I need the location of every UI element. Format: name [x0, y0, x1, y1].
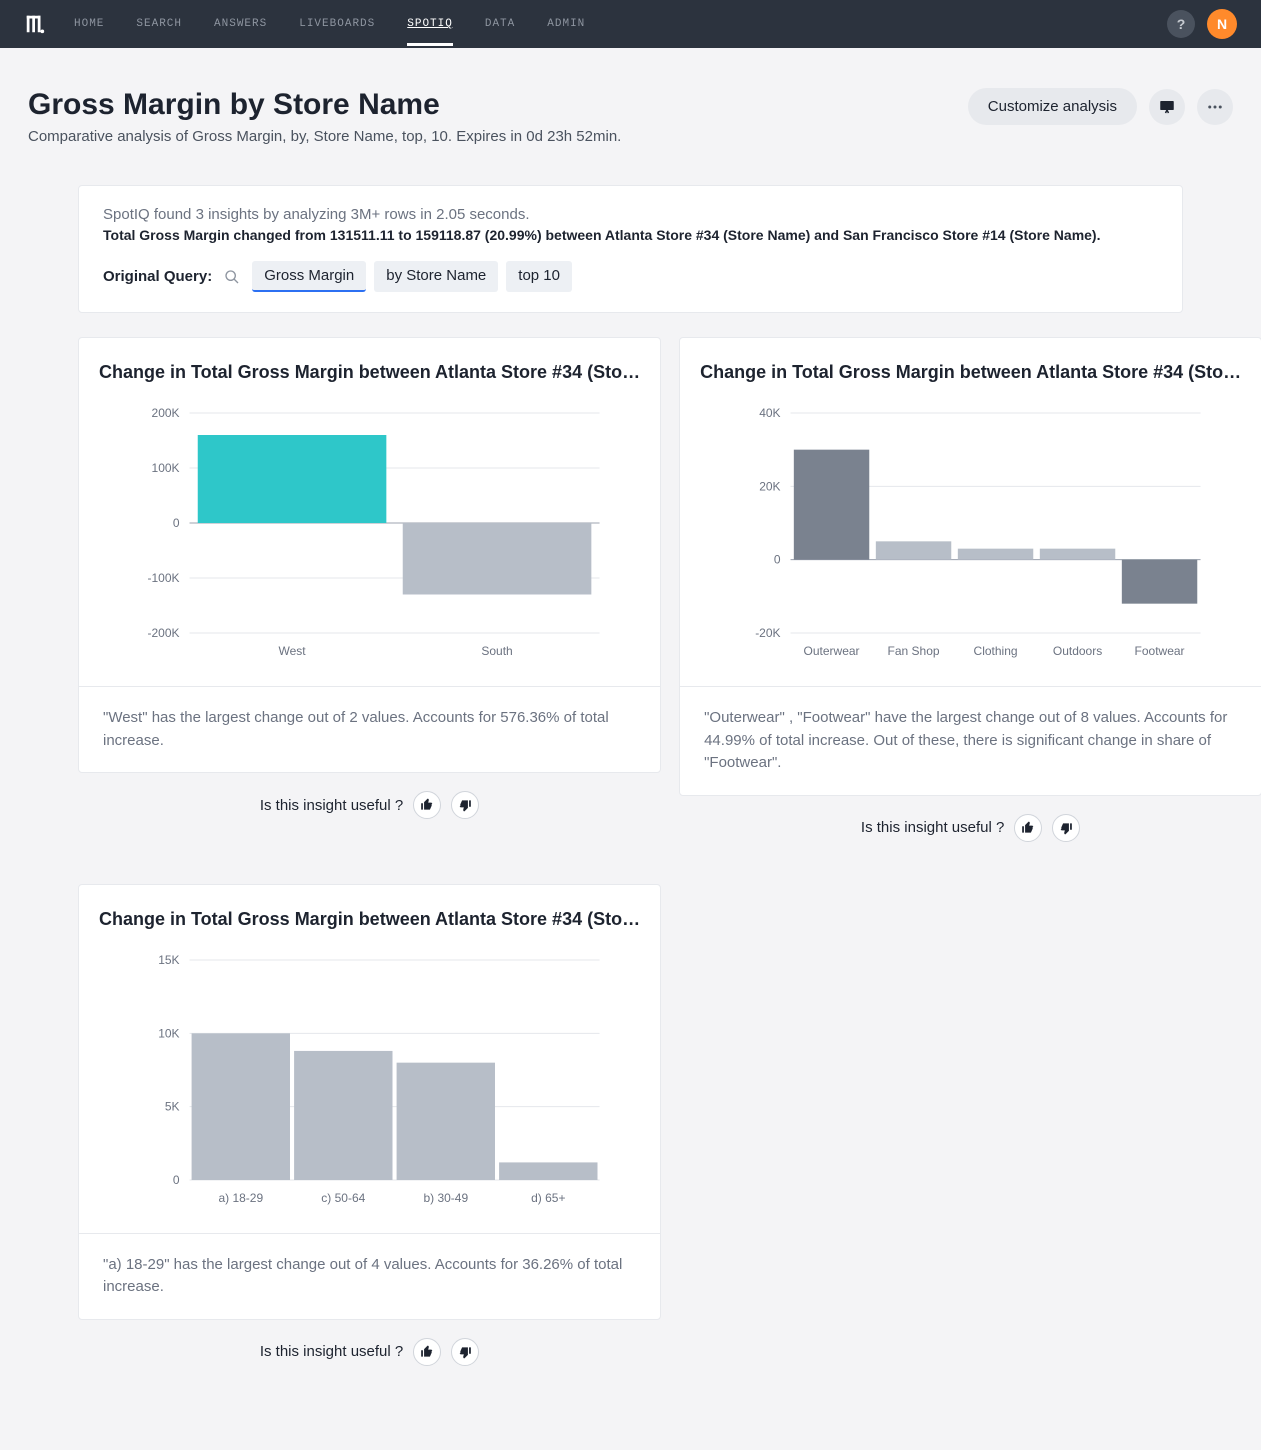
- more-actions-button[interactable]: [1197, 89, 1233, 125]
- original-query-row: Original Query: Gross Margin by Store Nam…: [103, 261, 1158, 292]
- insight-footer-text: "West" has the largest change out of 2 v…: [79, 686, 660, 772]
- summary-card: SpotIQ found 3 insights by analyzing 3M+…: [78, 185, 1183, 313]
- chart-svg: 15K 10K 5K 0 a) 18-29 c) 50-64 b) 30-49 d) 65+: [99, 950, 640, 1210]
- thumbs-up-button[interactable]: [413, 791, 441, 819]
- svg-text:20K: 20K: [759, 479, 780, 493]
- svg-text:40K: 40K: [759, 406, 780, 420]
- svg-text:a) 18-29: a) 18-29: [218, 1191, 263, 1205]
- more-icon: [1206, 98, 1224, 116]
- useful-row: Is this insight useful ?: [78, 1320, 661, 1390]
- svg-text:Footwear: Footwear: [1135, 644, 1185, 658]
- thumbs-down-button[interactable]: [1052, 814, 1080, 842]
- svg-text:d) 65+: d) 65+: [531, 1191, 565, 1205]
- insights-grid: Change in Total Gross Margin between Atl…: [78, 337, 1183, 1390]
- svg-text:South: South: [481, 644, 512, 658]
- svg-text:Outdoors: Outdoors: [1053, 644, 1102, 658]
- original-query-label: Original Query:: [103, 268, 212, 285]
- insight-title: Change in Total Gross Margin between Atl…: [79, 338, 660, 393]
- svg-text:c) 50-64: c) 50-64: [321, 1191, 365, 1205]
- svg-text:Outerwear: Outerwear: [804, 644, 860, 658]
- insight-card: Change in Total Gross Margin between Atl…: [679, 337, 1261, 796]
- top-nav-right: ? N: [1167, 9, 1237, 39]
- summary-stats: SpotIQ found 3 insights by analyzing 3M+…: [103, 206, 1158, 223]
- svg-text:-20K: -20K: [755, 626, 780, 640]
- query-chip[interactable]: top 10: [506, 261, 572, 292]
- svg-text:0: 0: [173, 1173, 180, 1187]
- page-subtitle: Comparative analysis of Gross Margin, by…: [28, 128, 621, 145]
- svg-text:Clothing: Clothing: [974, 644, 1018, 658]
- thumbs-down-button[interactable]: [451, 791, 479, 819]
- useful-prompt: Is this insight useful ?: [260, 797, 403, 814]
- nav-item-search[interactable]: SEARCH: [136, 2, 182, 46]
- thumbs-down-icon: [458, 1345, 472, 1359]
- page-body: Gross Margin by Store Name Comparative a…: [0, 48, 1261, 1450]
- thumbs-up-button[interactable]: [413, 1338, 441, 1366]
- svg-text:West: West: [278, 644, 306, 658]
- nav-item-data[interactable]: DATA: [485, 2, 515, 46]
- top-nav: HOME SEARCH ANSWERS LIVEBOARDS SPOTIQ DATA ADM…: [0, 0, 1261, 48]
- svg-text:0: 0: [173, 516, 180, 530]
- thumbs-down-icon: [1059, 821, 1073, 835]
- useful-row: Is this insight useful ?: [78, 773, 661, 843]
- svg-text:5K: 5K: [165, 1099, 180, 1113]
- svg-text:-200K: -200K: [148, 626, 180, 640]
- thumbs-up-icon: [1021, 821, 1035, 835]
- logo-icon: [24, 13, 46, 35]
- chart-area: 200K 100K 0 -100K -200K West South: [79, 393, 660, 686]
- insight-footer-text: "Outerwear" , "Footwear" have the larges…: [680, 686, 1261, 795]
- nav-item-answers[interactable]: ANSWERS: [214, 2, 267, 46]
- svg-text:b) 30-49: b) 30-49: [423, 1191, 468, 1205]
- search-icon: [224, 269, 240, 285]
- query-chip[interactable]: by Store Name: [374, 261, 498, 292]
- query-chips: Gross Margin by Store Name top 10: [252, 261, 572, 292]
- customize-analysis-button[interactable]: Customize analysis: [968, 88, 1137, 125]
- user-avatar[interactable]: N: [1207, 9, 1237, 39]
- svg-text:Fan Shop: Fan Shop: [888, 644, 940, 658]
- thumbs-down-icon: [458, 798, 472, 812]
- insight-card: Change in Total Gross Margin between Atl…: [78, 884, 661, 1320]
- svg-text:0: 0: [774, 553, 781, 567]
- useful-prompt: Is this insight useful ?: [861, 819, 1004, 836]
- present-icon: [1158, 98, 1176, 116]
- page-header-text: Gross Margin by Store Name Comparative a…: [28, 88, 621, 145]
- summary-headline: Total Gross Margin changed from 131511.1…: [103, 227, 1158, 243]
- svg-text:-100K: -100K: [148, 571, 180, 585]
- thumbs-up-icon: [420, 798, 434, 812]
- help-button[interactable]: ?: [1167, 10, 1195, 38]
- insight-cell: Change in Total Gross Margin between Atl…: [78, 884, 661, 1390]
- useful-prompt: Is this insight useful ?: [260, 1343, 403, 1360]
- page-title: Gross Margin by Store Name: [28, 88, 621, 122]
- insight-footer-text: "a) 18-29" has the largest change out of…: [79, 1233, 660, 1319]
- svg-text:100K: 100K: [152, 461, 180, 475]
- chart-area: 40K 20K 0 -20K Outerwear Fan Shop Clothing Outd…: [680, 393, 1261, 686]
- header-actions: Customize analysis: [968, 88, 1233, 125]
- page-header: Gross Margin by Store Name Comparative a…: [28, 88, 1233, 145]
- svg-text:200K: 200K: [152, 406, 180, 420]
- useful-row: Is this insight useful ?: [679, 796, 1261, 866]
- insight-cell: Change in Total Gross Margin between Atl…: [679, 337, 1261, 866]
- insight-card: Change in Total Gross Margin between Atl…: [78, 337, 661, 773]
- chart-svg: 40K 20K 0 -20K Outerwear Fan Shop Clothing Outd…: [700, 403, 1241, 663]
- present-button[interactable]: [1149, 89, 1185, 125]
- insight-title: Change in Total Gross Margin between Atl…: [680, 338, 1261, 393]
- svg-text:15K: 15K: [158, 953, 179, 967]
- query-chip[interactable]: Gross Margin: [252, 261, 366, 292]
- svg-text:10K: 10K: [158, 1026, 179, 1040]
- thumbs-up-button[interactable]: [1014, 814, 1042, 842]
- nav-item-home[interactable]: HOME: [74, 2, 104, 46]
- insight-cell: Change in Total Gross Margin between Atl…: [78, 337, 661, 866]
- thumbs-up-icon: [420, 1345, 434, 1359]
- insight-title: Change in Total Gross Margin between Atl…: [79, 885, 660, 940]
- nav-item-admin[interactable]: ADMIN: [547, 2, 585, 46]
- chart-svg: 200K 100K 0 -100K -200K West South: [99, 403, 640, 663]
- chart-area: 15K 10K 5K 0 a) 18-29 c) 50-64 b) 30-49 d) 65+: [79, 940, 660, 1233]
- nav-item-liveboards[interactable]: LIVEBOARDS: [299, 2, 375, 46]
- thumbs-down-button[interactable]: [451, 1338, 479, 1366]
- top-nav-left: HOME SEARCH ANSWERS LIVEBOARDS SPOTIQ DATA ADM…: [24, 2, 585, 46]
- nav-items: HOME SEARCH ANSWERS LIVEBOARDS SPOTIQ DATA ADM…: [74, 2, 585, 46]
- nav-item-spotiq[interactable]: SPOTIQ: [407, 2, 453, 46]
